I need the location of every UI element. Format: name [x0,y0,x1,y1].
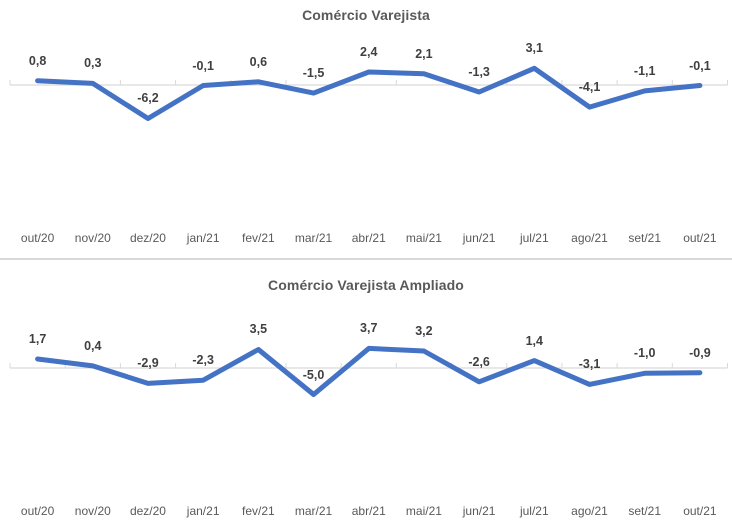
line-plot [9,65,728,121]
x-axis-label: out/21 [683,231,717,245]
data-label: -2,3 [192,353,214,368]
x-axis-label: out/21 [683,504,717,518]
chart-divider [0,258,732,260]
x-axis-label: jan/21 [186,504,220,518]
data-label: -5,0 [302,367,325,382]
x-axis-label: dez/20 [129,231,166,245]
data-label: 3,2 [415,324,433,339]
data-label: -4,1 [578,80,601,95]
x-axis-label: dez/20 [129,504,166,518]
x-axis-label: abr/21 [351,231,386,245]
x-axis-label: jul/21 [519,504,549,518]
x-axis-label: ago/21 [571,231,608,245]
data-label: 2,4 [360,45,378,60]
x-axis-label: ago/21 [571,504,608,518]
data-label: -1,1 [633,63,656,78]
x-axis-label: mar/21 [294,231,333,245]
x-axis-label: fev/21 [242,231,275,245]
x-axis-label: mar/21 [294,504,333,518]
data-label: -2,6 [468,354,490,369]
x-axis-label: set/21 [628,504,662,518]
data-label: -0,1 [192,58,214,73]
data-label: -2,9 [137,356,159,371]
line-plot [9,345,728,397]
x-axis-label: fev/21 [242,504,275,518]
series-line [35,345,703,397]
data-label: 1,4 [525,333,543,348]
data-label: -1,5 [302,66,325,81]
x-axis-label: mai/21 [405,231,442,245]
x-axis-label: nov/20 [74,504,111,518]
x-axis-label: mai/21 [405,504,442,518]
chart-title: Comércio Varejista Ampliado [268,277,464,293]
data-label: -1,3 [468,65,490,80]
data-label: 0,6 [249,54,268,69]
data-label: 3,5 [249,322,268,337]
data-label: 0,8 [28,53,47,68]
data-label: 2,1 [415,46,433,61]
data-label: -0,1 [689,58,711,73]
data-label: -1,0 [633,346,656,361]
x-axis-label: out/20 [20,231,55,245]
series-line [35,65,703,121]
chart-comercio-varejista-ampliado: Comércio Varejista Ampliado 1,7 0,4 -2,9 -2… [0,261,732,528]
data-label: 0,4 [84,338,102,353]
data-label: -6,2 [137,91,159,106]
x-axis-label: jul/21 [519,231,549,245]
chart-title: Comércio Varejista [302,7,430,23]
data-label: -3,1 [578,357,601,372]
x-axis-label: abr/21 [351,504,386,518]
chart-comercio-varejista: Comércio Varejista 0,8 0,3 -6,2 -0,1 0,6 -1,5… [0,0,732,259]
data-label: 0,3 [84,56,102,71]
x-axis-label: jun/21 [462,231,496,245]
data-label: 1,7 [28,331,47,346]
data-label: 3,7 [360,321,378,336]
x-axis-label: set/21 [628,231,662,245]
data-label: 3,1 [525,41,543,56]
x-axis-label: jun/21 [462,504,496,518]
x-axis-label: jan/21 [186,231,220,245]
x-axis-label: out/20 [20,504,55,518]
data-label: -0,9 [689,345,711,360]
x-axis-label: nov/20 [74,231,111,245]
